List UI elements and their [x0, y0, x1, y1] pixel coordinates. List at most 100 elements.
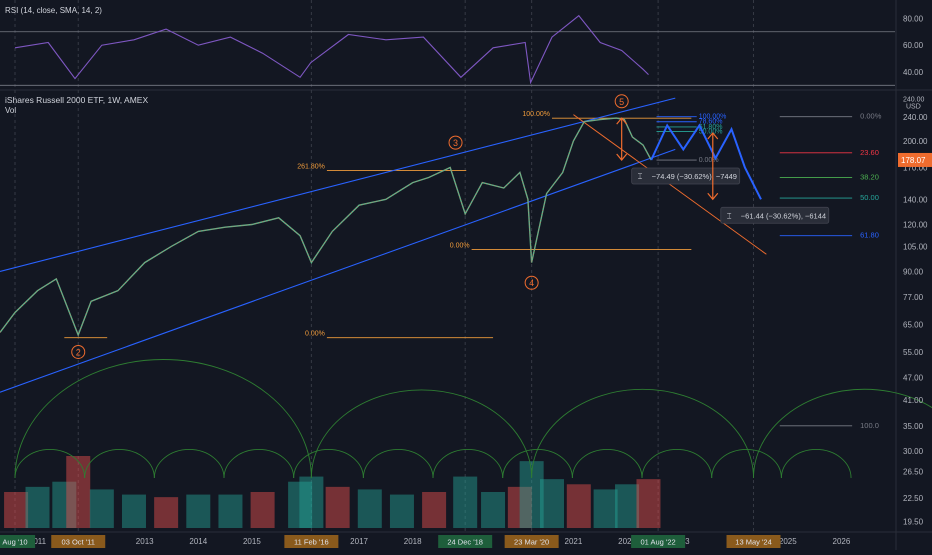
- price-tick-label: 105.00: [903, 242, 928, 251]
- cycle-arc-small: [711, 449, 782, 479]
- time-tick-label: 2022: [618, 537, 636, 546]
- cycle-arc-small: [84, 449, 155, 479]
- price-lines[interactable]: [0, 97, 767, 393]
- fib-mid-label: 50.00%: [699, 128, 723, 135]
- cycle-arc-small: [362, 449, 434, 479]
- time-axis[interactable]: 2011201320142015201720182021202220232025…: [0, 531, 932, 548]
- price-tick-label: 26.50: [903, 467, 924, 476]
- volume-bar: [593, 489, 618, 528]
- rsi-tick-label-0: 80.00: [903, 14, 924, 23]
- price-series-wicks: [0, 117, 652, 336]
- volume-bar: [540, 479, 565, 528]
- wave-circle-4: [524, 275, 539, 290]
- volume-bar: [52, 481, 77, 528]
- date-badge-label-5: 01 Aug '22: [641, 538, 676, 547]
- volume-bar: [288, 481, 313, 528]
- cycle-arc-small: [571, 449, 643, 479]
- cycle-arc-small: [293, 449, 364, 479]
- time-tick-label: 2015: [243, 537, 261, 546]
- cycle-arc-small: [780, 449, 852, 479]
- channel-line-1[interactable]: [0, 148, 676, 393]
- fib-right-label: 100.0: [860, 421, 879, 430]
- volume-bar: [422, 492, 447, 528]
- date-badge-2[interactable]: [284, 535, 339, 548]
- measure-box-1: [720, 206, 830, 224]
- date-badge-3[interactable]: [438, 535, 493, 548]
- price-title[interactable]: iShares Russell 2000 ETF, 1W, AMEX: [5, 95, 149, 105]
- price-tick-label: 120.00: [903, 220, 928, 229]
- volume-bar: [357, 489, 382, 528]
- volume-layer: [4, 456, 661, 528]
- fib-level-label: 261.80%: [297, 163, 325, 170]
- wave-label-4: 4: [529, 278, 534, 288]
- volume-bar: [4, 492, 29, 528]
- price-tick-label: 41.00: [903, 396, 924, 405]
- price-tick-label: 19.50: [903, 517, 924, 526]
- volume-bar: [566, 484, 591, 528]
- price-tick-label: 30.00: [903, 447, 924, 456]
- last-price-label: 178.07: [901, 156, 926, 165]
- volume-bar: [389, 494, 414, 528]
- volume-bar: [218, 494, 243, 528]
- volume-bar: [121, 494, 146, 528]
- volume-bar: [186, 494, 211, 528]
- volume-bar: [25, 486, 50, 528]
- volume-bar: [250, 492, 275, 528]
- date-badge-1[interactable]: [51, 535, 106, 548]
- date-badge-6[interactable]: [726, 535, 781, 548]
- volume-bar: [154, 497, 179, 528]
- date-badge-0[interactable]: [0, 535, 36, 548]
- time-tick-label: 2017: [350, 537, 368, 546]
- price-tick-label: 140.00: [903, 195, 928, 204]
- date-badge-label-2: 11 Feb '16: [294, 538, 329, 547]
- channel-line-0[interactable]: [0, 97, 676, 273]
- projection-path[interactable]: [650, 123, 762, 200]
- wave-circle-3: [448, 135, 463, 150]
- rsi-title[interactable]: RSI (14, close, SMA, 14, 2): [5, 6, 102, 15]
- wave-circle-2: [71, 344, 86, 359]
- price-tick-label: 200.00: [903, 137, 928, 146]
- fib-right-label: 0.00%: [860, 112, 882, 121]
- fib-mid-label: 78.60%: [699, 119, 723, 126]
- volume-bar: [453, 476, 478, 528]
- price-tick-label: 55.00: [903, 348, 924, 357]
- volume-bar: [325, 486, 350, 528]
- price-axis[interactable]: 240.00USD200.00170.00140.00120.00105.009…: [898, 96, 932, 526]
- volume-bar: [299, 476, 324, 528]
- trend-line[interactable]: [573, 114, 767, 255]
- date-badge-label-6: 13 May '24: [735, 538, 771, 547]
- fib-level-label: 0.00%: [450, 242, 470, 249]
- time-tick-label: 2026: [833, 537, 851, 546]
- cycle-arc-small: [641, 449, 713, 479]
- measure-icon: ⌶: [727, 211, 732, 220]
- price-top-tick: 240.00: [903, 96, 925, 103]
- measure-arrowhead-down-1: [707, 192, 719, 201]
- price-tick-label: 22.50: [903, 494, 924, 503]
- date-badge-4[interactable]: [504, 535, 559, 548]
- measure-arrowhead-up-0: [616, 117, 628, 125]
- fib-levels: 100.00%261.80%0.00%0.00%100.00%78.60%61.…: [64, 111, 882, 430]
- cycle-arc-large: [310, 389, 533, 479]
- measure-icon: ⌶: [638, 172, 643, 181]
- volume-bar: [481, 492, 506, 528]
- fib-mid-label: 100.00%: [699, 114, 727, 121]
- rsi-panel[interactable]: 80.00 60.00 40.00: [0, 14, 924, 86]
- rsi-line[interactable]: [14, 14, 649, 85]
- fib-mid-label: 0.00%: [699, 157, 719, 164]
- time-tick-label: 2014: [189, 537, 207, 546]
- fib-right-label: 23.60: [860, 148, 879, 157]
- volume-label[interactable]: Vol: [5, 106, 17, 115]
- fib-level-label: 0.00%: [305, 331, 325, 338]
- fib-mid-label: 61.80%: [699, 124, 723, 131]
- cycle-arc-small: [223, 449, 295, 479]
- price-tick-label: 77.00: [903, 293, 924, 302]
- cycle-arcs: [14, 359, 932, 479]
- last-price-badge[interactable]: [898, 152, 932, 167]
- rsi-tick-label-1: 60.00: [903, 41, 924, 50]
- currency-label: USD: [906, 104, 921, 111]
- fib-right-label: 50.00: [860, 193, 879, 202]
- date-badge-5[interactable]: [631, 535, 686, 548]
- wave-label-5: 5: [619, 97, 624, 107]
